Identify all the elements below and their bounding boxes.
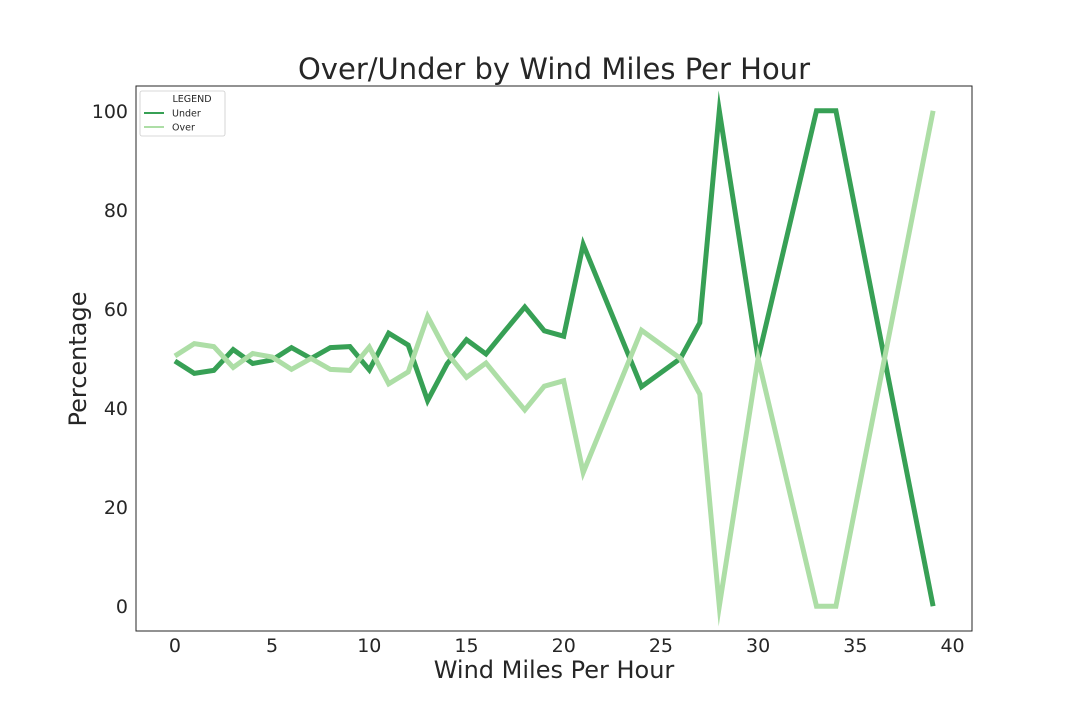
plot-frame [135,85,973,632]
legend-title: LEGEND [172,94,211,105]
y-tick-label: 100 [92,101,128,123]
x-tick-label: 0 [169,635,181,657]
x-tick-label: 20 [552,635,576,657]
chart-title: Over/Under by Wind Miles Per Hour [298,52,810,86]
x-axis-label: Wind Miles Per Hour [434,656,675,684]
legend-label-under: Under [172,109,201,120]
y-tick-label: 20 [104,497,128,519]
legend-label-over: Over [172,123,195,134]
x-tick-label: 35 [843,635,867,657]
x-tick-label: 5 [266,635,278,657]
y-tick-label: 80 [104,200,128,222]
x-tick-label: 25 [649,635,673,657]
y-tick-label: 60 [104,299,128,321]
x-tick-label: 30 [746,635,770,657]
legend: LEGEND Under Over [139,90,226,137]
x-tick-label: 10 [357,635,381,657]
legend-box [139,90,226,137]
y-tick-label: 0 [116,596,128,618]
x-tick-label: 15 [454,635,478,657]
series-line-over [173,110,936,627]
y-axis-label: Percentage [64,291,92,426]
x-tick-label: 40 [940,635,964,657]
plot-area: 0 5 10 15 20 25 30 35 40 0 20 40 60 80 100 [92,85,973,657]
y-tick-label: 40 [104,398,128,420]
series-line-under [173,90,936,607]
